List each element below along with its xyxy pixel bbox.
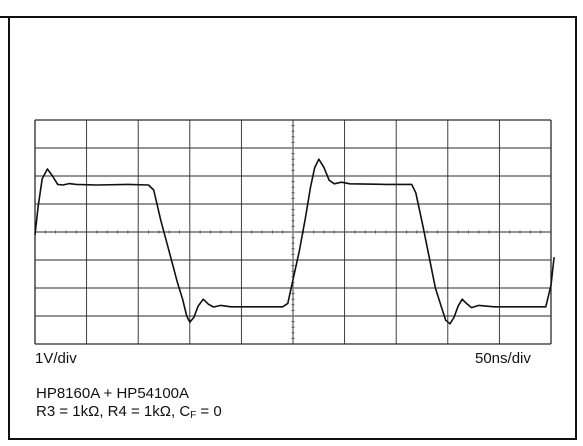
trace <box>34 158 555 325</box>
minor-tick-y <box>291 326 295 328</box>
minor-tick-y <box>291 253 295 255</box>
minor-tick-x <box>509 230 511 234</box>
minor-tick-x <box>519 230 521 234</box>
minor-tick-y <box>291 304 295 306</box>
minor-tick-y <box>291 298 295 300</box>
waveform-series <box>34 158 555 325</box>
minor-tick-y <box>291 237 295 239</box>
minor-tick-x <box>168 230 170 234</box>
graticule <box>34 119 552 345</box>
minor-tick-y <box>291 293 295 295</box>
minor-tick-x <box>488 230 490 234</box>
minor-tick-x <box>447 230 449 234</box>
minor-tick-x <box>529 230 531 234</box>
minor-tick-x <box>354 230 356 234</box>
minor-tick-x <box>75 230 77 234</box>
minor-tick-y <box>291 164 295 166</box>
minor-tick-x <box>478 230 480 234</box>
minor-tick-y <box>291 309 295 311</box>
minor-tick-x <box>375 230 377 234</box>
minor-tick-x <box>178 230 180 234</box>
instrument-caption: HP8160A + HP54100A <box>36 385 190 402</box>
minor-tick-x <box>426 230 428 234</box>
minor-tick-x <box>344 230 346 234</box>
minor-tick-x <box>240 230 242 234</box>
minor-tick-x <box>220 230 222 234</box>
minor-tick-y <box>291 225 295 227</box>
minor-tick-x <box>406 230 408 234</box>
component-caption-main: R3 = 1kΩ, R4 = 1kΩ, C <box>36 403 191 420</box>
minor-tick-y <box>291 321 295 323</box>
figure-frame <box>8 16 577 440</box>
minor-tick-y <box>291 332 295 334</box>
minor-tick-y <box>291 158 295 160</box>
minor-tick-y <box>291 147 295 149</box>
minor-tick-y <box>291 203 295 205</box>
minor-tick-y <box>291 153 295 155</box>
minor-tick-y <box>291 231 295 233</box>
minor-tick-y <box>291 125 295 127</box>
component-caption-tail: = 0 <box>196 403 222 420</box>
minor-tick-x <box>189 230 191 234</box>
minor-tick-x <box>148 230 150 234</box>
minor-tick-x <box>117 230 119 234</box>
minor-tick-x <box>65 230 67 234</box>
minor-tick-x <box>313 230 315 234</box>
minor-tick-y <box>291 136 295 138</box>
minor-tick-y <box>291 220 295 222</box>
minor-tick-x <box>86 230 88 234</box>
minor-tick-y <box>291 259 295 261</box>
minor-tick-y <box>291 186 295 188</box>
minor-tick-y <box>291 265 295 267</box>
minor-tick-x <box>457 230 459 234</box>
minor-tick-y <box>291 315 295 317</box>
minor-tick-x <box>416 230 418 234</box>
minor-tick-x <box>498 230 500 234</box>
minor-tick-x <box>271 230 273 234</box>
minor-tick-x <box>333 230 335 234</box>
minor-tick-y <box>291 141 295 143</box>
component-caption: R3 = 1kΩ, R4 = 1kΩ, CF = 0 <box>36 403 222 422</box>
minor-tick-x <box>230 230 232 234</box>
minor-tick-x <box>385 230 387 234</box>
minor-tick-x <box>436 230 438 234</box>
minor-tick-x <box>282 230 284 234</box>
minor-tick-y <box>291 214 295 216</box>
minor-tick-x <box>251 230 253 234</box>
minor-tick-x <box>467 230 469 234</box>
y-scale-label: 1V/div <box>35 350 77 367</box>
minor-tick-x <box>44 230 46 234</box>
minor-tick-x <box>158 230 160 234</box>
minor-tick-y <box>291 337 295 339</box>
minor-tick-x <box>127 230 129 234</box>
component-caption-subscript: F <box>190 410 197 421</box>
minor-tick-x <box>540 230 542 234</box>
heading-rule <box>0 16 10 18</box>
minor-tick-y <box>291 192 295 194</box>
minor-tick-x <box>364 230 366 234</box>
minor-tick-y <box>291 287 295 289</box>
minor-tick-x <box>55 230 57 234</box>
minor-tick-x <box>261 230 263 234</box>
minor-tick-x <box>199 230 201 234</box>
minor-tick-y <box>291 248 295 250</box>
minor-tick-y <box>291 130 295 132</box>
minor-tick-y <box>291 270 295 272</box>
x-scale-label: 50ns/div <box>475 350 531 367</box>
minor-tick-y <box>291 169 295 171</box>
minor-tick-y <box>291 209 295 211</box>
minor-tick-x <box>209 230 211 234</box>
minor-tick-x <box>106 230 108 234</box>
minor-tick-x <box>323 230 325 234</box>
minor-tick-y <box>291 197 295 199</box>
minor-tick-x <box>395 230 397 234</box>
minor-tick-y <box>291 242 295 244</box>
minor-tick-x <box>137 230 139 234</box>
minor-tick-y <box>291 181 295 183</box>
minor-tick-x <box>96 230 98 234</box>
minor-tick-y <box>291 175 295 177</box>
